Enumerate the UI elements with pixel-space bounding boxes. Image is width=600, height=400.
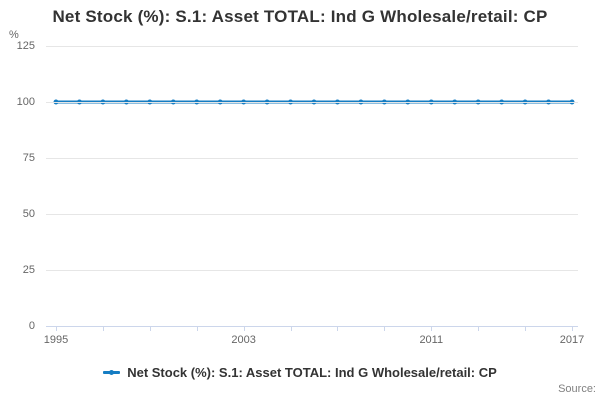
series-line-marker-icon — [103, 370, 121, 375]
legend-label: Net Stock (%): S.1: Asset TOTAL: Ind G W… — [127, 365, 497, 380]
y-axis-tick-label: 50 — [22, 208, 35, 220]
plot-area[interactable] — [46, 46, 578, 326]
x-axis-line — [46, 326, 578, 327]
y-axis-tick-label: 25 — [22, 264, 35, 276]
x-axis-tick-label: 1995 — [43, 334, 69, 346]
x-axis-tick — [56, 326, 57, 331]
x-axis-tick — [290, 326, 292, 331]
y-axis-tick-label: 125 — [16, 40, 35, 52]
source-label: Source: — [558, 383, 596, 395]
y-axis-tick-label: 0 — [28, 320, 35, 332]
x-axis-tick — [431, 326, 433, 331]
gridline — [46, 102, 578, 103]
x-axis-tick — [572, 326, 573, 331]
legend-item[interactable]: Net Stock (%): S.1: Asset TOTAL: Ind G W… — [103, 365, 497, 380]
gridline — [46, 270, 578, 271]
x-axis-tick — [243, 326, 245, 331]
y-axis-unit-label: % — [9, 29, 19, 41]
x-axis-tick — [337, 326, 339, 331]
chart-title: Net Stock (%): S.1: Asset TOTAL: Ind G W… — [52, 7, 548, 26]
gridline — [46, 46, 578, 47]
x-axis-tick-label: 2003 — [231, 334, 256, 346]
x-axis-tick — [102, 326, 104, 331]
x-axis-tick — [525, 326, 527, 331]
y-axis-tick-label: 75 — [22, 152, 35, 164]
x-axis-tick — [384, 326, 386, 331]
x-axis-tick — [478, 326, 480, 331]
legend: Net Stock (%): S.1: Asset TOTAL: Ind G W… — [0, 365, 600, 380]
gridline — [46, 214, 578, 215]
x-axis-tick — [196, 326, 198, 331]
gridline — [46, 158, 578, 159]
series-svg — [53, 99, 575, 105]
x-axis-tick — [149, 326, 151, 331]
y-axis-tick-label: 100 — [16, 96, 35, 108]
x-axis-tick-label: 2017 — [559, 334, 585, 346]
x-axis-tick-label: 2011 — [419, 334, 444, 346]
